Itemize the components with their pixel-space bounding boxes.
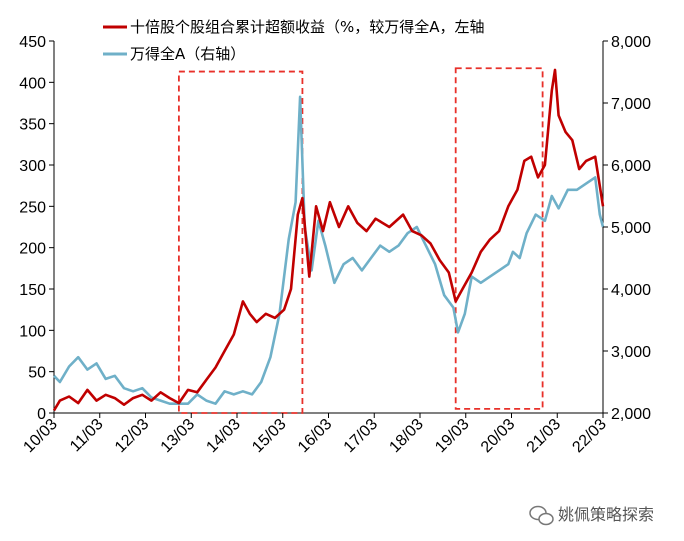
- y-right-tick-label: 6,000: [611, 158, 651, 175]
- y-right-tick-label: 5,000: [611, 220, 651, 237]
- y-right-tick-label: 2,000: [611, 406, 651, 423]
- y-left-tick-label: 450: [19, 34, 46, 51]
- x-tick-label: 20/03: [478, 416, 518, 456]
- y-left-tick-label: 300: [19, 158, 46, 175]
- y-left-tick-label: 350: [19, 117, 46, 134]
- x-tick-label: 19/03: [432, 416, 472, 456]
- y-left-tick-label: 150: [19, 282, 46, 299]
- legend: 十倍股个股组合累计超额收益（%，较万得全A，左轴 万得全A（右轴）: [103, 18, 485, 63]
- y-left-ticks: 0 50 100 150 200 250 300 350 400 450: [19, 34, 54, 423]
- highlight-period-box: [177, 70, 304, 414]
- highlight-period-box: [454, 67, 544, 410]
- x-tick-label: 11/03: [67, 416, 107, 456]
- x-tick-label: 22/03: [569, 416, 609, 456]
- x-tick-label: 16/03: [295, 416, 335, 456]
- series-line-excess-return: [52, 68, 605, 412]
- series-line-wind-a: [53, 95, 605, 405]
- y-left-tick-label: 250: [19, 199, 46, 216]
- x-tick-label: 21/03: [524, 416, 564, 456]
- y-left-tick-label: 200: [19, 241, 46, 258]
- x-tick-label: 14/03: [203, 416, 243, 456]
- legend-label-wind-a: 万得全A（右轴）: [130, 45, 245, 63]
- x-tick-label: 12/03: [112, 416, 152, 456]
- y-left-tick-label: 50: [28, 365, 46, 382]
- axes: [53, 41, 604, 414]
- y-right-ticks: 2,000 3,000 4,000 5,000 6,000 7,000 8,000: [603, 34, 651, 423]
- watermark-text: 姚佩策略探索: [558, 505, 654, 524]
- highlight-boxes: [177, 67, 544, 414]
- x-ticks: 10/03 11/03 12/03 13/03 14/03 15/03 16/03 17/03…: [20, 413, 610, 456]
- wechat-icon: [529, 505, 554, 526]
- y-left-tick-label: 100: [19, 323, 46, 340]
- y-left-tick-label: 400: [19, 75, 46, 92]
- x-tick-label: 13/03: [158, 416, 198, 456]
- y-right-tick-label: 8,000: [611, 34, 651, 51]
- legend-label-excess-return: 十倍股个股组合累计超额收益（%，较万得全A，左轴: [130, 18, 485, 36]
- watermark: 姚佩策略探索: [529, 505, 654, 526]
- x-tick-label: 15/03: [249, 416, 289, 456]
- x-tick-label: 17/03: [341, 416, 381, 456]
- x-tick-label: 18/03: [386, 416, 426, 456]
- series-lines: [52, 68, 605, 412]
- y-right-tick-label: 4,000: [611, 282, 651, 299]
- y-left-tick-label: 0: [37, 406, 46, 423]
- y-right-tick-label: 7,000: [611, 96, 651, 113]
- y-right-tick-label: 3,000: [611, 344, 651, 361]
